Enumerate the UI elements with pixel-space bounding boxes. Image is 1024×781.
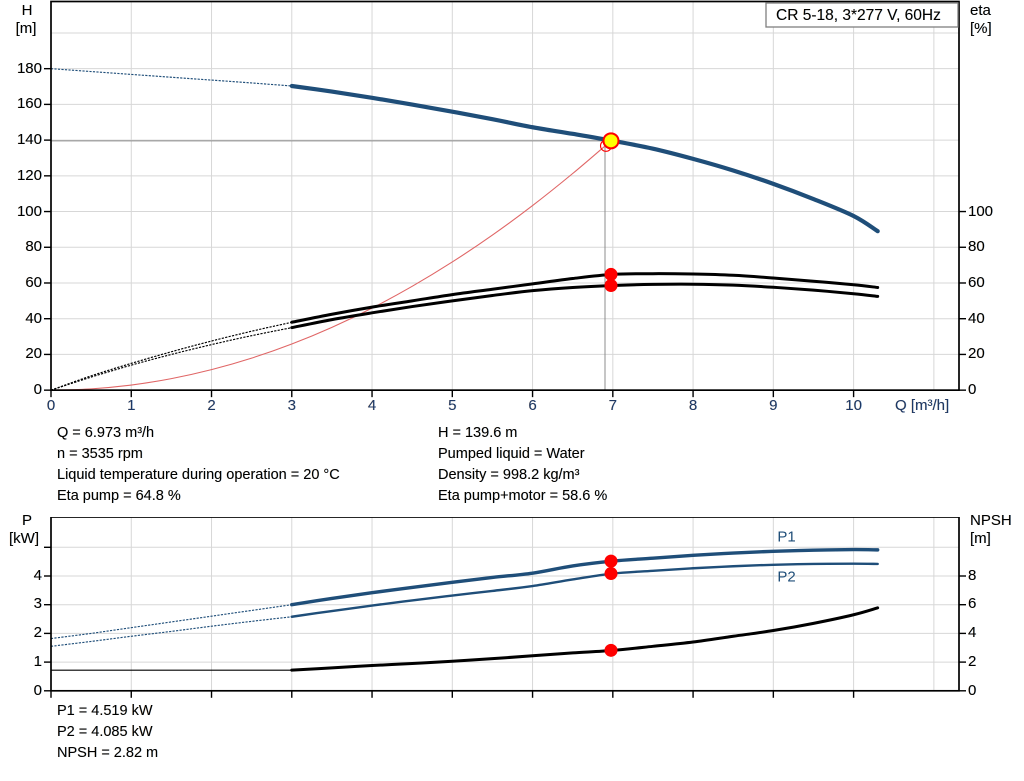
svg-text:P1: P1 (777, 528, 795, 545)
svg-text:CR 5-18, 3*277 V, 60Hz: CR 5-18, 3*277 V, 60Hz (776, 7, 941, 24)
svg-text:P2: P2 (777, 568, 795, 585)
